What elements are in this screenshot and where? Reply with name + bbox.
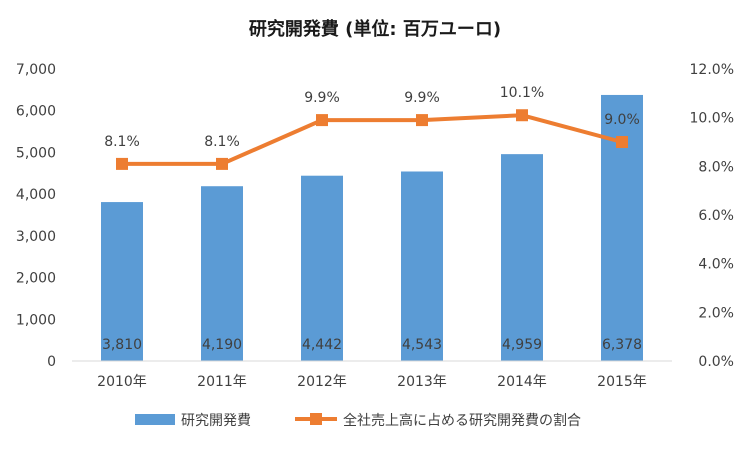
- left-axis-tick-label: 6,000: [16, 104, 56, 120]
- right-axis-tick-label: 6.0%: [698, 208, 734, 224]
- line-data-label: 8.1%: [204, 134, 240, 150]
- line-data-label: 9.9%: [404, 90, 440, 106]
- line-marker: [216, 157, 228, 170]
- left-axis: 0 1,000 2,000 3,000 4,000 5,000 6,000 7,000: [16, 62, 56, 370]
- x-axis-tick-label: 2011年: [197, 374, 247, 390]
- left-axis-tick-label: 7,000: [16, 62, 56, 78]
- right-axis-tick-label: 0.0%: [698, 354, 734, 370]
- left-axis-tick-label: 5,000: [16, 145, 56, 161]
- x-axis-tick-label: 2015年: [597, 374, 647, 390]
- right-axis-tick-label: 2.0%: [698, 305, 734, 321]
- bar-data-label: 4,959: [502, 337, 542, 353]
- line-series-path: [122, 113, 623, 166]
- x-axis-tick-label: 2012年: [297, 374, 347, 390]
- left-axis-tick-label: 0: [47, 354, 56, 370]
- legend: 研究開発費 全社売上高に占める研究開発費の割合: [135, 412, 581, 429]
- bar: [401, 171, 443, 361]
- bar-data-label: 4,442: [302, 337, 342, 353]
- x-axis: 2010年 2011年 2012年 2013年 2014年 2015年: [97, 374, 647, 390]
- left-axis-tick-label: 1,000: [16, 312, 56, 328]
- legend-label-bar: 研究開発費: [181, 413, 251, 429]
- line-marker: [516, 109, 528, 122]
- left-axis-tick-label: 3,000: [16, 229, 56, 245]
- line-data-label: 9.9%: [304, 90, 340, 106]
- line-data-label: 10.1%: [500, 85, 544, 101]
- legend-swatch-marker: [310, 413, 322, 425]
- bar: [601, 94, 643, 361]
- bar-data-label: 6,378: [602, 337, 642, 353]
- line-data-label: 9.0%: [604, 112, 640, 128]
- bar-data-label: 4,190: [202, 337, 242, 353]
- right-axis-tick-label: 4.0%: [698, 257, 734, 273]
- right-axis-tick-label: 8.0%: [698, 159, 734, 175]
- left-axis-tick-label: 4,000: [16, 187, 56, 203]
- bar: [101, 202, 143, 361]
- line-marker: [316, 114, 328, 127]
- legend-label-line: 全社売上高に占める研究開発費の割合: [343, 412, 581, 429]
- bar-series: 3,810 4,190 4,442 4,543 4,959 6,378: [101, 94, 643, 361]
- line-data-label: 8.1%: [104, 134, 140, 150]
- left-axis-tick-label: 2,000: [16, 271, 56, 287]
- legend-swatch-bar: [135, 414, 175, 425]
- right-axis: 0.0% 2.0% 4.0% 6.0% 8.0% 10.0% 12.0%: [690, 62, 734, 370]
- line-series: 8.1% 8.1% 9.9% 9.9% 10.1% 9.0%: [104, 85, 640, 170]
- x-axis-tick-label: 2010年: [97, 374, 147, 390]
- bar: [501, 154, 543, 361]
- bar: [301, 175, 343, 361]
- line-marker: [416, 114, 428, 127]
- right-axis-tick-label: 12.0%: [690, 62, 734, 78]
- right-axis-tick-label: 10.0%: [690, 111, 734, 127]
- bar: [201, 186, 243, 361]
- chart-title: 研究開発費 (単位: 百万ユーロ): [249, 18, 501, 40]
- line-marker: [116, 157, 128, 170]
- x-axis-tick-label: 2014年: [497, 374, 547, 390]
- bar-data-label: 4,543: [402, 337, 442, 353]
- line-marker: [616, 136, 628, 148]
- x-axis-tick-label: 2013年: [397, 374, 447, 390]
- bar-data-label: 3,810: [102, 337, 142, 353]
